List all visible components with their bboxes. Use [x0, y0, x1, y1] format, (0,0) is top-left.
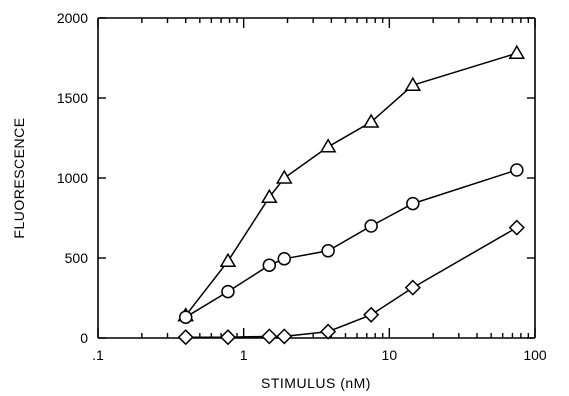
triangle-marker [219, 252, 237, 267]
circle-marker [510, 163, 524, 177]
diamond-marker [261, 328, 278, 345]
x-tick-label: 1 [240, 347, 248, 363]
x-tick-label: 100 [523, 347, 547, 363]
y-tick-label: 2000 [57, 10, 88, 26]
y-tick-label: 1500 [57, 90, 88, 106]
circle-series-line [185, 169, 518, 318]
y-tick-label: 500 [65, 250, 89, 266]
circle-marker [262, 258, 277, 272]
diamond-series-line [185, 226, 518, 338]
x-tick-label: 10 [382, 347, 398, 363]
diamond-marker [177, 329, 194, 346]
diamond-marker [363, 306, 380, 323]
y-tick-label: 0 [80, 330, 88, 346]
series-group [177, 44, 526, 346]
triangle-marker [261, 188, 278, 203]
triangle-marker [508, 44, 526, 59]
circle-marker [406, 196, 420, 211]
y-tick-label: 1000 [57, 170, 88, 186]
triangle-marker [319, 138, 337, 153]
x-tick-label: .1 [92, 347, 104, 363]
diamond-marker [508, 219, 525, 236]
triangle-marker [275, 169, 293, 184]
triangle-marker [362, 113, 380, 128]
circle-marker [321, 244, 335, 258]
circle-marker [178, 310, 193, 324]
circle-marker [277, 252, 292, 266]
y-axis-title: FLUORESCENCE [11, 117, 27, 238]
triangle-marker [404, 76, 422, 91]
x-axis-title: STIMULUS (nM) [261, 375, 371, 391]
circle-marker [221, 284, 235, 299]
diamond-marker [219, 329, 237, 346]
circle-marker [364, 219, 378, 233]
diamond-marker [320, 323, 337, 340]
axes [97, 17, 536, 339]
triangle-series-line [185, 52, 518, 317]
diamond-marker [404, 279, 421, 296]
diamond-marker [276, 328, 293, 345]
